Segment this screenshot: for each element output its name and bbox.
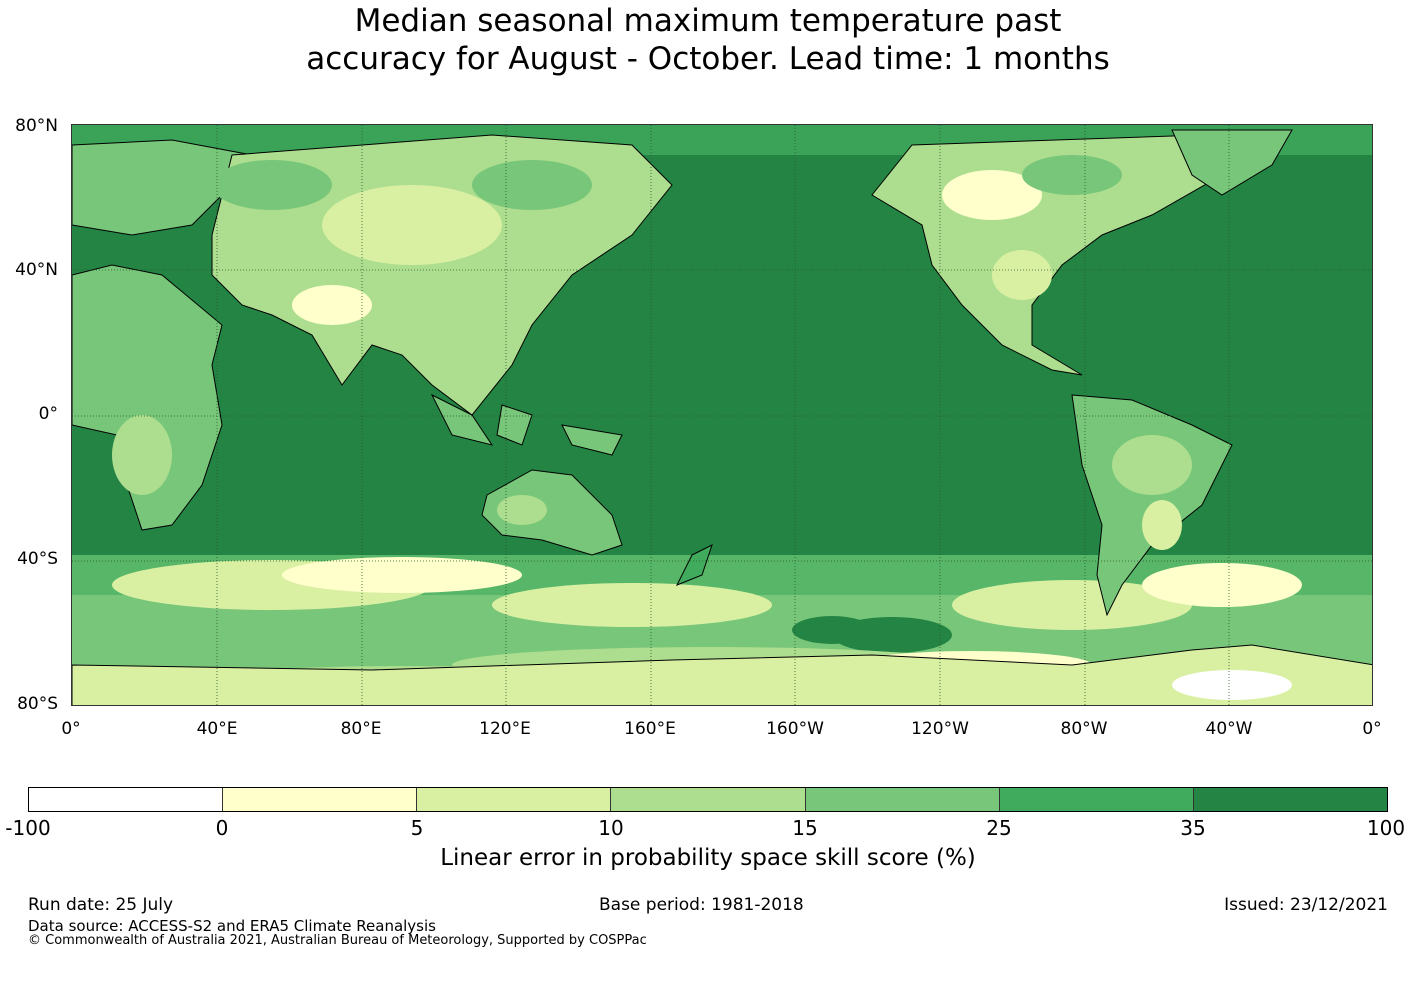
colorbar-seg-4 (805, 788, 1000, 811)
gridlines (72, 125, 1372, 705)
title-line-1: Median seasonal maximum temperature past (354, 3, 1062, 39)
colorbar-seg-3 (611, 788, 806, 811)
lon-label-160e: 160°E (624, 719, 676, 739)
lon-label-160w: 160°W (766, 719, 824, 739)
copyright: © Commonwealth of Australia 2021, Austra… (28, 933, 647, 948)
lat-label-80n: 80°N (15, 116, 58, 136)
lon-label-120e: 120°E (479, 719, 531, 739)
colorbar-label: Linear error in probability space skill … (440, 845, 976, 871)
colorbar-tick-10: 10 (598, 816, 624, 840)
lon-label-0-east: 0° (1362, 719, 1382, 739)
colorbar-tick-25: 25 (986, 816, 1012, 840)
colorbar-tick-0: 0 (215, 816, 229, 840)
greenland-land (1171, 129, 1293, 196)
colorbar-tick-100: 100 (1366, 816, 1406, 840)
base-period: Base period: 1981-2018 (599, 895, 804, 915)
chart-title: Median seasonal maximum temperature past… (0, 2, 1416, 78)
colorbar-tick-neg100: -100 (5, 816, 51, 840)
lat-label-0: 0° (38, 404, 58, 424)
title-line-2: accuracy for August - October. Lead time… (306, 41, 1110, 77)
lon-label-120w: 120°W (911, 719, 969, 739)
australia-land (481, 469, 623, 556)
colorbar-seg-1 (223, 788, 418, 811)
colorbar-tick-15: 15 (792, 816, 818, 840)
lat-label-40n: 40°N (15, 260, 58, 280)
colorbar-tick-5: 5 (410, 816, 424, 840)
antarctica-land (72, 644, 1372, 705)
colorbar (28, 787, 1388, 812)
colorbar-tick-35: 35 (1180, 816, 1206, 840)
skill-score-map (71, 124, 1373, 706)
lon-label-40e: 40°E (196, 719, 238, 739)
colorbar-seg-2 (417, 788, 612, 811)
colorbar-seg-0 (29, 788, 224, 811)
lon-label-0-west: 0° (61, 719, 81, 739)
lon-label-80w: 80°W (1060, 719, 1108, 739)
lat-label-40s: 40°S (17, 549, 58, 569)
issued-date: Issued: 23/12/2021 (1224, 895, 1388, 915)
lat-label-80s: 80°S (17, 694, 58, 714)
colorbar-seg-5 (999, 788, 1194, 811)
lon-label-40w: 40°W (1205, 719, 1253, 739)
lon-label-80e: 80°E (340, 719, 382, 739)
run-date: Run date: 25 July (28, 895, 174, 915)
europe-land (72, 139, 253, 236)
data-source: Data source: ACCESS-S2 and ERA5 Climate … (28, 917, 436, 935)
map-svg (72, 125, 1372, 705)
colorbar-seg-6 (1193, 788, 1387, 811)
